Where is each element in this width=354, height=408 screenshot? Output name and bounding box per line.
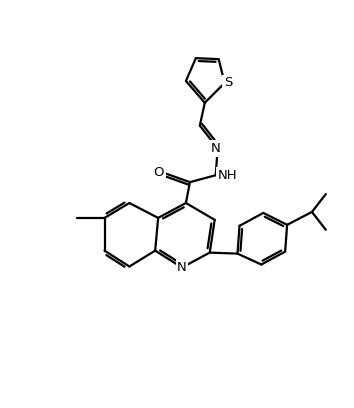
Text: O: O <box>154 166 164 179</box>
Text: S: S <box>224 76 232 89</box>
Text: N: N <box>211 142 221 155</box>
Text: N: N <box>177 261 187 274</box>
Text: NH: NH <box>218 169 237 182</box>
